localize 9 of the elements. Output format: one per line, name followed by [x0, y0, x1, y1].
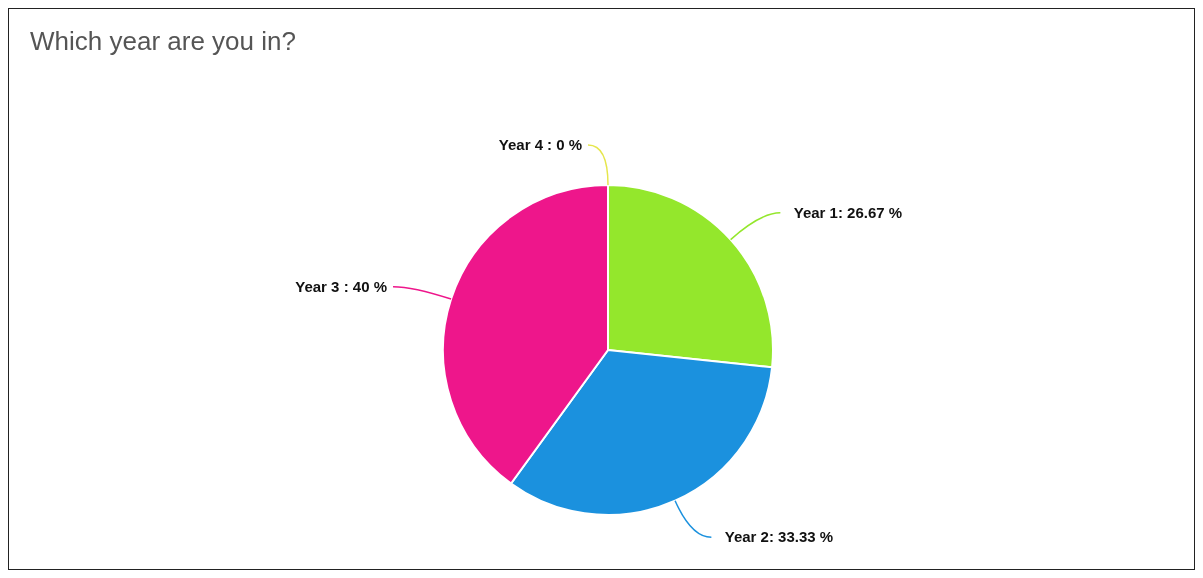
- chart-title: Which year are you in?: [30, 26, 296, 56]
- text: : 0 %: [546, 136, 582, 153]
- data-label: : 33.33 %: [768, 528, 834, 546]
- category-label: Year 4: [498, 136, 543, 153]
- slice-label: Year 2: [724, 528, 769, 546]
- slice-label: Year 1: [793, 203, 838, 221]
- data-label: : 26.67 %: [837, 203, 903, 221]
- slice-label: Year 3: [295, 277, 340, 295]
- data-label: : 40 %: [343, 277, 388, 295]
